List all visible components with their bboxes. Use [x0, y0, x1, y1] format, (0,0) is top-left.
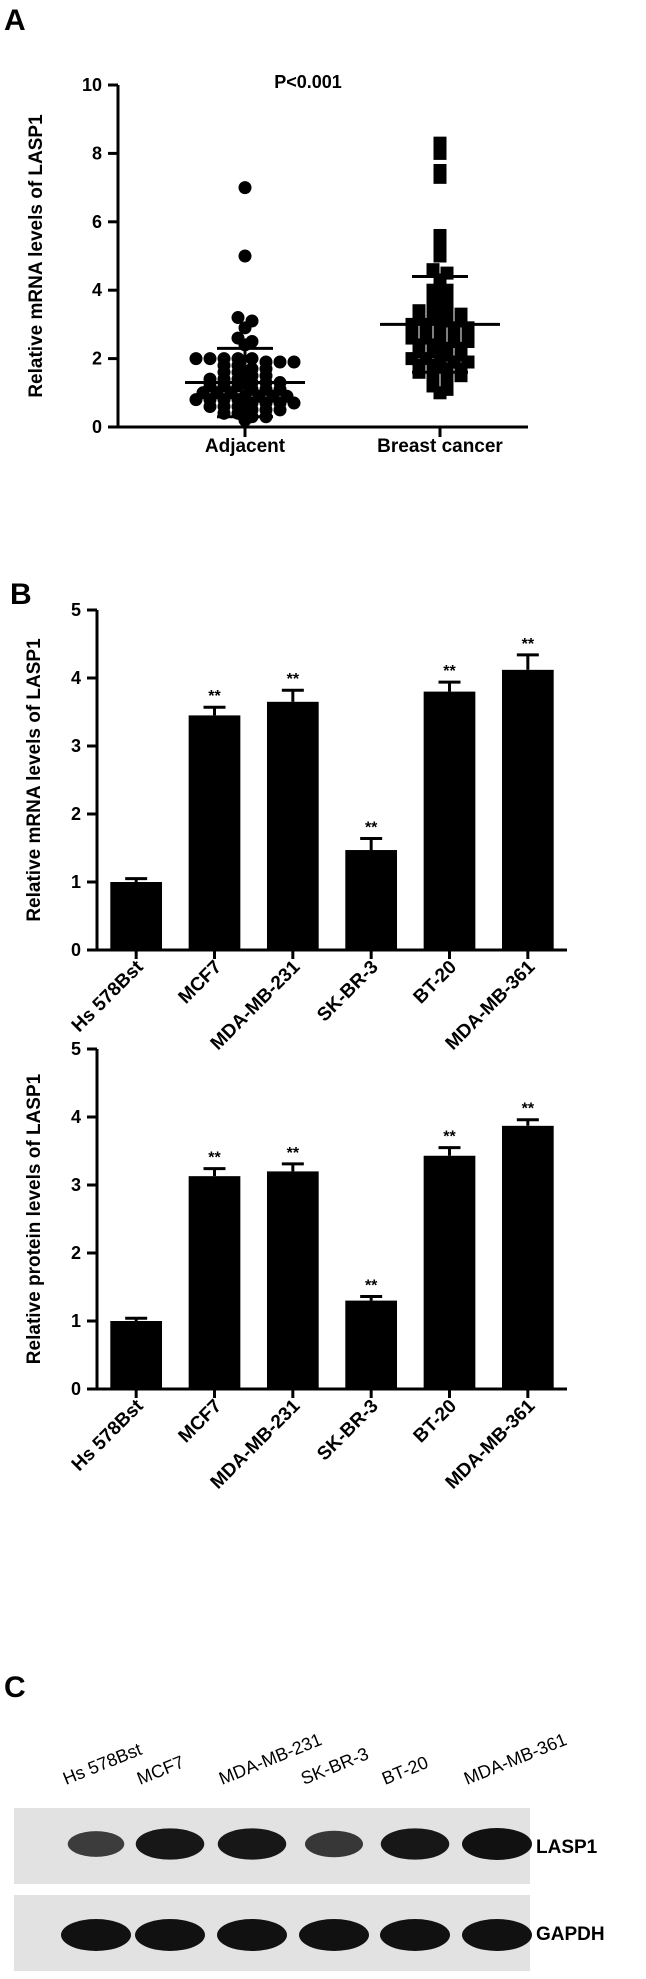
data-point — [189, 352, 203, 366]
x-category-label: BT-20 — [410, 957, 461, 1008]
chart-title: P<0.001 — [274, 72, 342, 92]
x-category-label: MCF7 — [175, 1396, 226, 1447]
band — [299, 1919, 369, 1951]
band — [217, 1919, 287, 1951]
band — [135, 1919, 205, 1951]
y-tick-label: 4 — [71, 1107, 81, 1127]
bar-chart-mrna: 0 1 2 3 4 5 Relative mRNA levels of LASP1 Hs 57… — [24, 600, 567, 1054]
band — [462, 1828, 532, 1860]
significance-label: ** — [287, 1145, 300, 1162]
bar — [345, 850, 398, 950]
bar — [501, 1125, 554, 1389]
bar — [345, 1300, 398, 1389]
bar-chart-protein: 0 1 2 3 4 5 Relative protein levels of LASP1 Hs… — [24, 1039, 567, 1493]
band — [61, 1919, 131, 1951]
y-tick-label: 2 — [92, 349, 102, 369]
lane-label: Hs 578Bst — [60, 1739, 144, 1789]
row-label: LASP1 — [536, 1837, 598, 1858]
y-tick-label: 8 — [92, 143, 102, 163]
y-tick-label: 0 — [71, 940, 81, 960]
significance-label: ** — [365, 1278, 378, 1295]
y-tick-label: 3 — [71, 1175, 81, 1195]
data-point — [245, 352, 259, 366]
x-category-label: SK-BR-3 — [313, 1396, 382, 1465]
y-tick-label: 2 — [71, 1243, 81, 1263]
y-tick-label: 5 — [71, 1039, 81, 1059]
bar — [188, 1176, 241, 1389]
data-point — [433, 249, 447, 263]
data-point — [238, 181, 252, 195]
band — [217, 1828, 287, 1860]
scatter-chart-a: 0 2 4 6 8 10 Relative mRNA levels of LASP1 P<0.… — [26, 72, 528, 457]
significance-label: ** — [522, 636, 535, 653]
bar — [501, 669, 554, 950]
y-tick-label: 0 — [92, 417, 102, 437]
bar — [266, 1171, 319, 1389]
significance-label: ** — [365, 819, 378, 836]
data-point — [273, 403, 287, 417]
panel-label-a: A — [4, 4, 26, 37]
data-point — [203, 352, 217, 366]
data-point — [203, 399, 217, 413]
band — [305, 1830, 363, 1858]
x-category-label: MCF7 — [175, 957, 226, 1008]
bar — [266, 701, 319, 950]
data-point — [433, 146, 447, 160]
significance-label: ** — [522, 1101, 535, 1118]
y-tick-label: 3 — [71, 736, 81, 756]
significance-label: ** — [443, 1129, 456, 1146]
lane-label: MDA-MB-361 — [461, 1729, 570, 1788]
y-tick-label: 4 — [71, 668, 81, 688]
x-category-label: Adjacent — [205, 436, 286, 457]
data-point — [440, 283, 454, 297]
y-tick-label: 2 — [71, 804, 81, 824]
data-point — [231, 311, 245, 325]
band — [67, 1831, 125, 1857]
significance-label: ** — [208, 1150, 221, 1167]
data-point — [189, 393, 203, 407]
x-category-label: Hs 578Bst — [68, 956, 148, 1036]
panel-label-c: C — [4, 1671, 26, 1704]
y-axis-label: Relative mRNA levels of LASP1 — [24, 638, 45, 922]
bar — [423, 1155, 476, 1389]
x-category-label: SK-BR-3 — [313, 957, 382, 1026]
data-point — [273, 355, 287, 369]
significance-label: ** — [443, 663, 456, 680]
y-tick-label: 4 — [92, 280, 102, 300]
panel-label-b: B — [10, 578, 32, 611]
data-point — [287, 355, 301, 369]
data-point — [426, 263, 440, 277]
bar — [110, 882, 163, 950]
band — [380, 1919, 450, 1951]
lane-label: BT-20 — [379, 1752, 431, 1789]
significance-label: ** — [287, 671, 300, 688]
bar — [423, 691, 476, 950]
y-axis-label: Relative protein levels of LASP1 — [24, 1073, 45, 1364]
data-point — [433, 228, 447, 242]
data-point — [433, 386, 447, 400]
y-tick-label: 10 — [82, 75, 102, 95]
x-category-label: BT-20 — [410, 1396, 461, 1447]
y-tick-label: 5 — [71, 600, 81, 620]
y-tick-label: 6 — [92, 212, 102, 232]
bar — [188, 715, 241, 950]
band — [135, 1828, 205, 1860]
x-category-label: Breast cancer — [377, 436, 503, 457]
y-tick-label: 1 — [71, 1311, 81, 1331]
significance-label: ** — [208, 688, 221, 705]
data-point — [238, 321, 252, 335]
bar — [110, 1321, 163, 1389]
band — [380, 1828, 450, 1860]
y-tick-label: 1 — [71, 872, 81, 892]
data-point — [287, 396, 301, 410]
y-tick-label: 0 — [71, 1379, 81, 1399]
data-point — [238, 249, 252, 263]
data-point — [433, 170, 447, 184]
band — [462, 1919, 532, 1951]
row-label: GAPDH — [536, 1924, 605, 1945]
y-axis-label: Relative mRNA levels of LASP1 — [26, 114, 47, 398]
x-category-label: Hs 578Bst — [68, 1395, 148, 1475]
